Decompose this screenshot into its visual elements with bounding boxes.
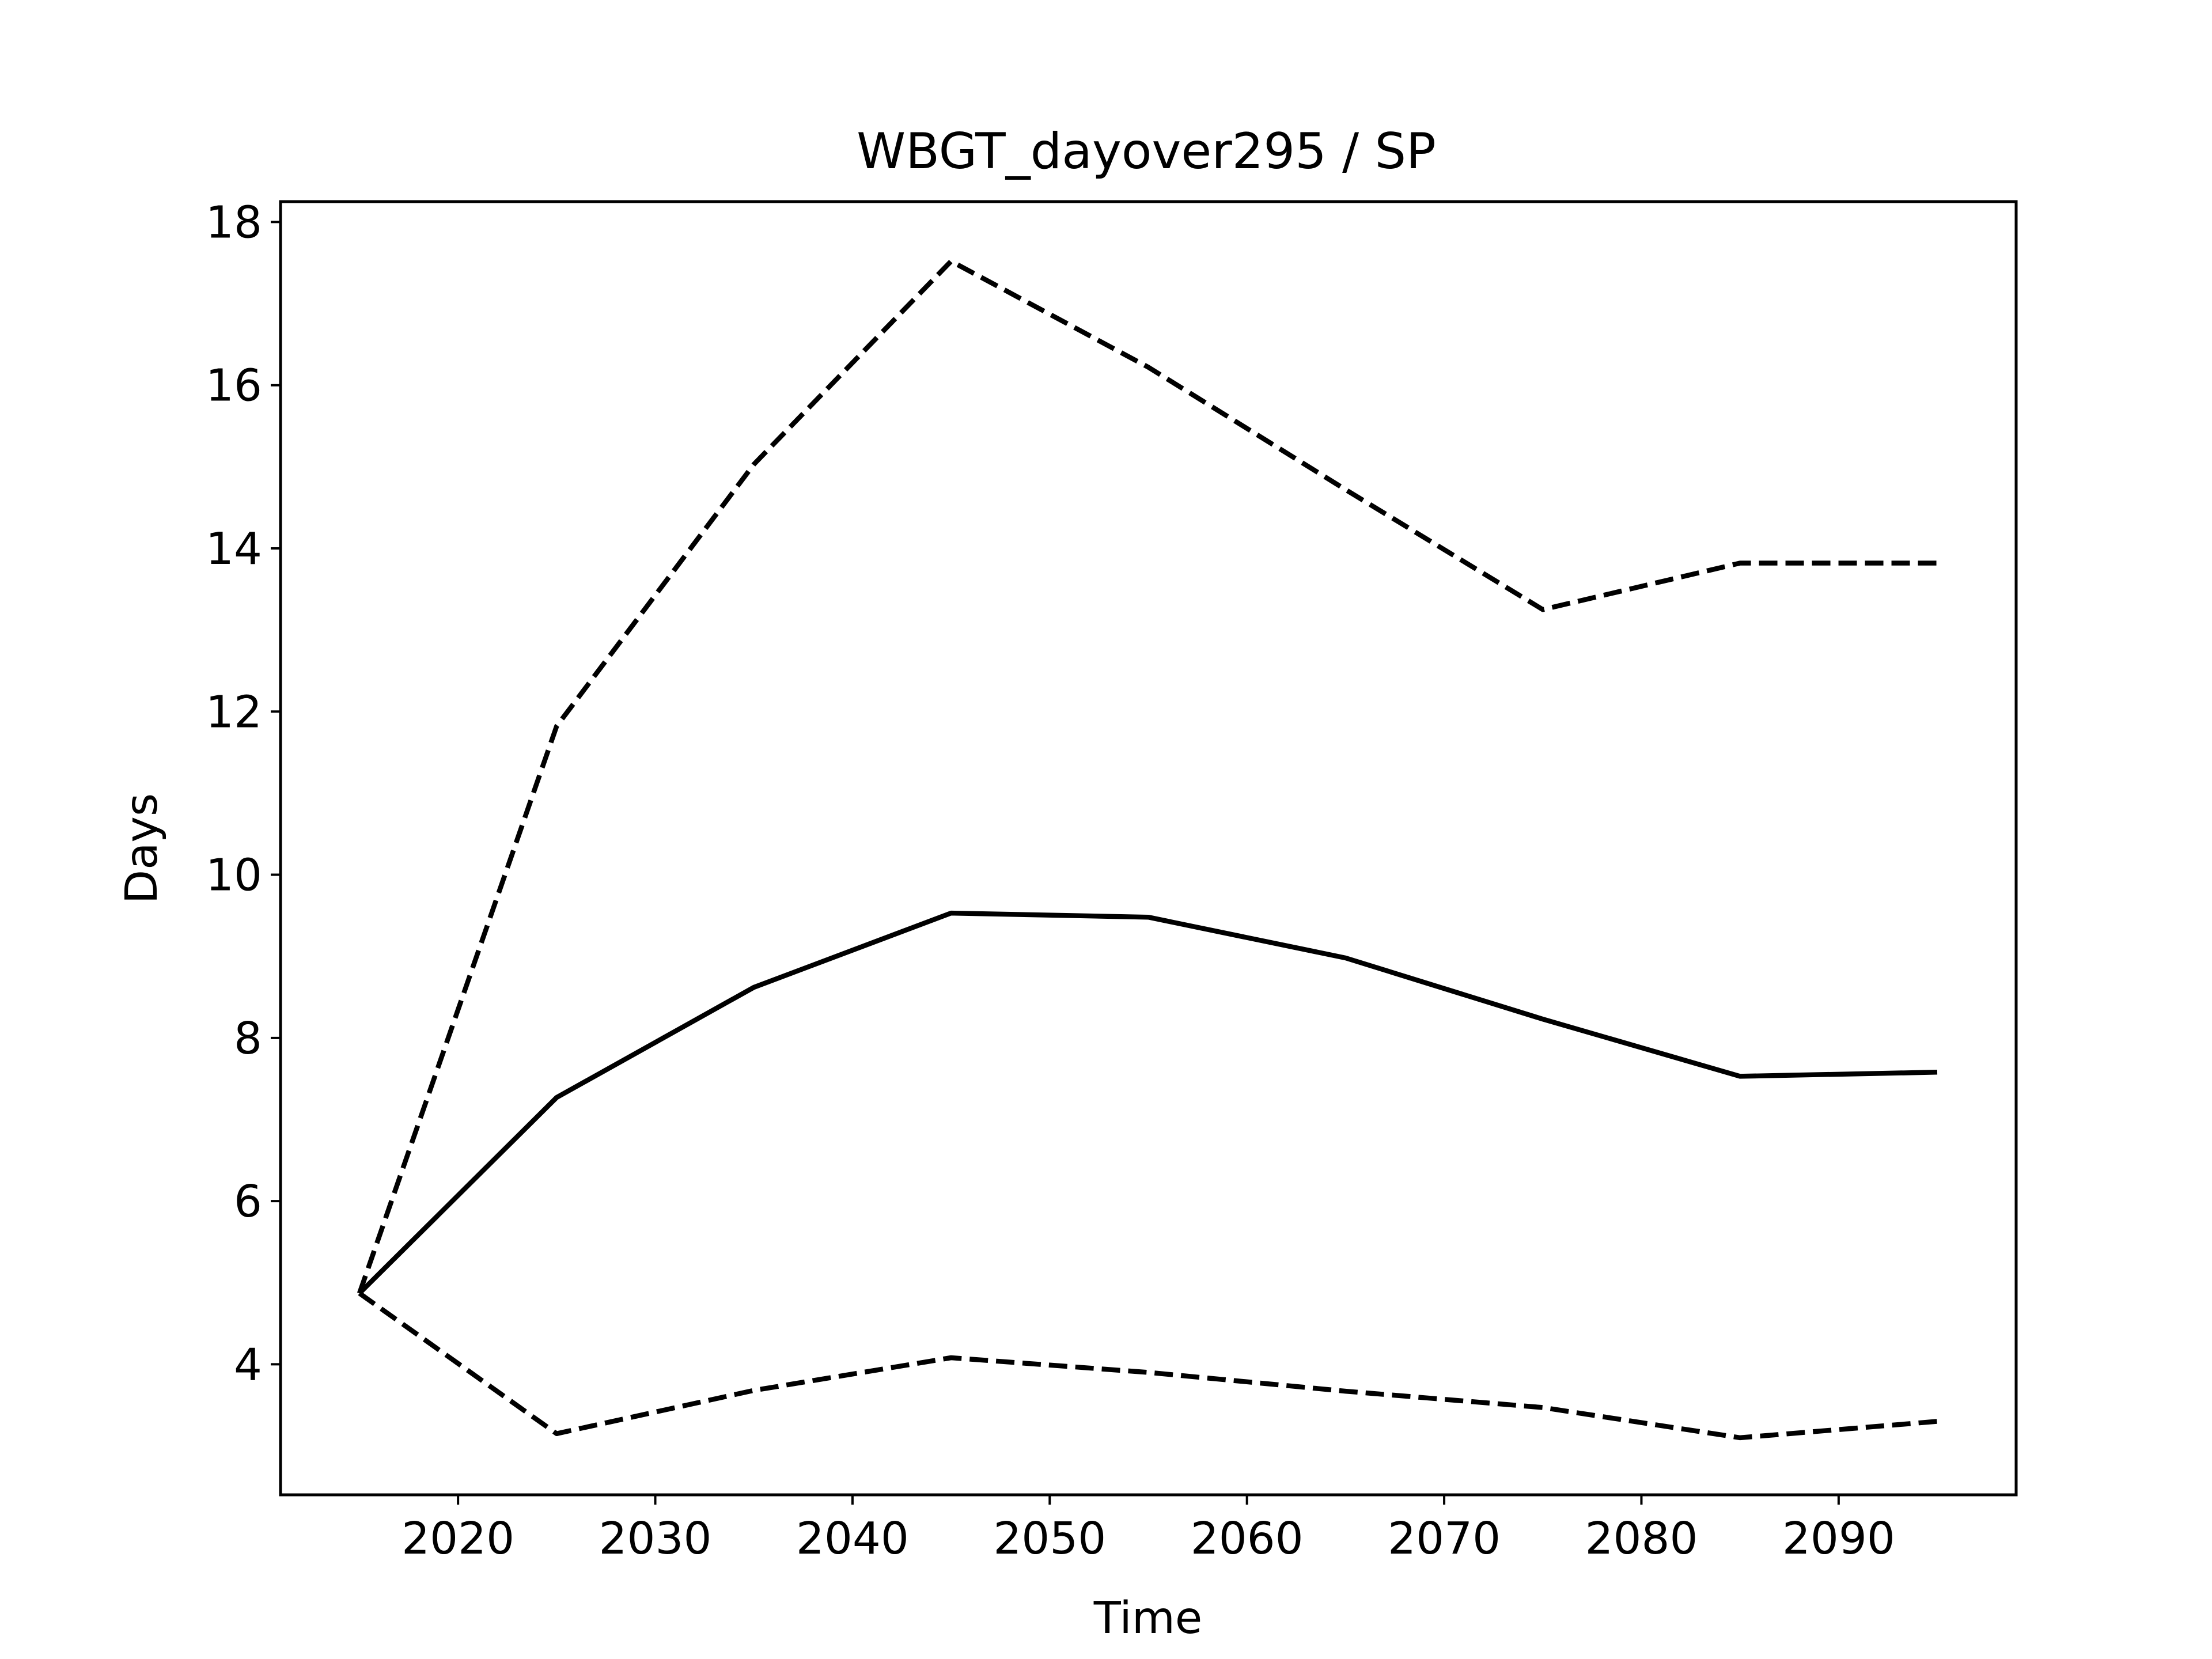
y-tick-label: 8 bbox=[234, 1013, 262, 1065]
x-tick-label: 2060 bbox=[1191, 1513, 1304, 1565]
ticks-layer: 2020 2030 2040 2050 2060 2070 2080 2090 4 6 8 10 12 1… bbox=[206, 197, 1895, 1565]
y-tick-label: 6 bbox=[234, 1176, 262, 1228]
x-tick-label: 2070 bbox=[1388, 1513, 1501, 1565]
series-layer bbox=[357, 259, 1938, 1441]
series-line-1 bbox=[358, 910, 1938, 1296]
series-line-3 bbox=[358, 1291, 1938, 1441]
plot-frame bbox=[279, 200, 2018, 1497]
x-axis-label: Time bbox=[1093, 1593, 1202, 1644]
chart-title: WBGT_dayover295 / SP bbox=[857, 123, 1436, 180]
y-tick-label: 10 bbox=[206, 850, 262, 902]
y-tick-label: 18 bbox=[206, 197, 262, 248]
x-tick-label: 2030 bbox=[599, 1513, 712, 1565]
y-tick-label: 4 bbox=[234, 1339, 262, 1391]
x-tick-label: 2040 bbox=[796, 1513, 909, 1565]
y-tick-label: 14 bbox=[206, 524, 262, 575]
y-tick-label: 16 bbox=[206, 361, 262, 412]
x-tick-label: 2020 bbox=[402, 1513, 514, 1565]
y-tick-label: 12 bbox=[206, 687, 262, 738]
x-tick-label: 2090 bbox=[1782, 1513, 1895, 1565]
series-line-2 bbox=[357, 259, 1937, 1294]
x-tick-label: 2080 bbox=[1585, 1513, 1698, 1565]
y-axis-label: Days bbox=[116, 793, 168, 904]
x-tick-label: 2050 bbox=[993, 1513, 1106, 1565]
